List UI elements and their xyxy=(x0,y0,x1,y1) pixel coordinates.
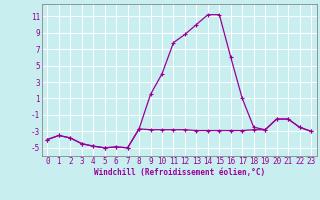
X-axis label: Windchill (Refroidissement éolien,°C): Windchill (Refroidissement éolien,°C) xyxy=(94,168,265,177)
